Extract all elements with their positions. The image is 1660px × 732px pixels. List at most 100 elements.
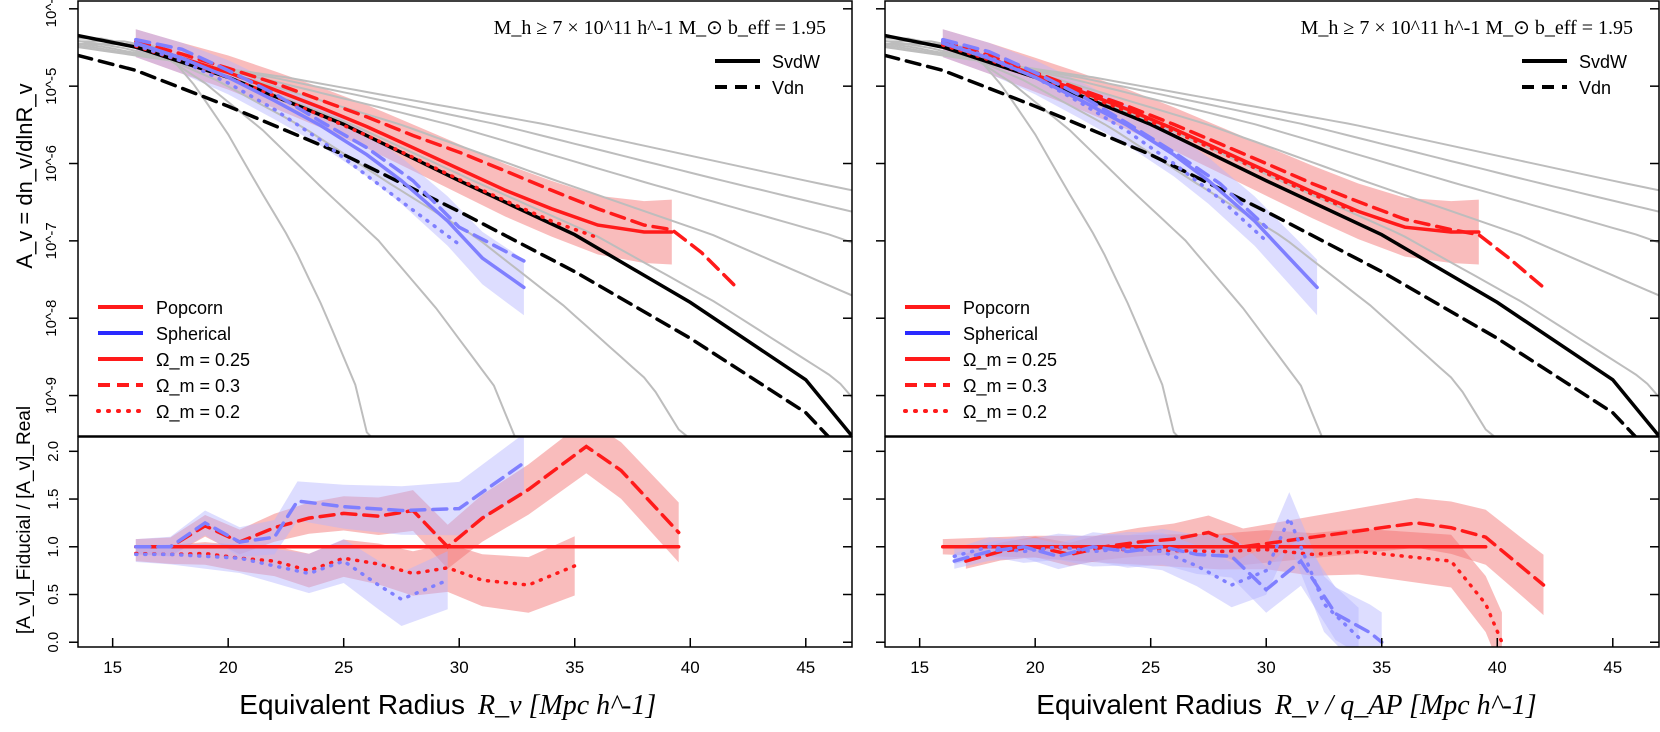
legend-theory-real: SvdW Vdn	[715, 52, 820, 98]
ratio-line	[952, 513, 1361, 640]
x-axis-label-real: Equivalent Radius R_v [Mpc h^-1]	[239, 689, 656, 721]
x-tick-label: 25	[1141, 658, 1160, 677]
ratio-band	[135, 536, 575, 613]
y-tick-label: 2.0	[45, 441, 62, 462]
y-axis-label-bottom: [A_v]_Fiducial / [A_v]_Real	[14, 406, 35, 634]
top-axes	[876, 0, 1660, 437]
ratio-band	[965, 498, 1544, 616]
top-axes: 10^-9 10^-8 10^-7 10^-6 10^-5 10^-4	[43, 0, 853, 437]
series-line	[134, 39, 739, 290]
series-line	[941, 39, 1546, 290]
plot-frame	[884, 0, 1660, 437]
bottom-plot-ap: 15 20 25 30 35 40 45	[876, 436, 1660, 677]
series-line	[134, 41, 674, 234]
data-series	[78, 33, 852, 436]
annotation-mass-bias: M_h ≥ 7 × 10^11 h^-1 M_⊙ b_eff = 1.95	[494, 17, 826, 39]
reference-curve	[78, 40, 516, 436]
series-line	[885, 33, 1659, 436]
panel-real: 10^-9 10^-8 10^-7 10^-6 10^-5 10^-4 M_h ≥ 7 ×…	[43, 0, 853, 721]
reference-curve	[885, 40, 1323, 436]
data-series	[885, 33, 1659, 436]
x-tick-label: 20	[1026, 658, 1045, 677]
x-tick-label: 15	[910, 658, 929, 677]
x-tick-label: 40	[681, 658, 700, 677]
legend-om02-label: Ω_m = 0.2	[156, 402, 240, 423]
legend-popcorn-label: Popcorn	[963, 298, 1030, 318]
y-tick-label: 10^-8	[43, 300, 60, 337]
ratio-line	[941, 545, 1504, 644]
x-tick-label: 45	[796, 658, 815, 677]
legend-vdn-label: Vdn	[1579, 78, 1611, 98]
ratio-band	[954, 528, 1382, 647]
y-tick-label: 1.0	[45, 536, 62, 557]
legend-om03-label: Ω_m = 0.3	[963, 376, 1047, 397]
y-tick-label: 10^-4	[43, 0, 60, 27]
x-axis-label-text: Equivalent Radius	[239, 689, 465, 720]
ratio-series	[134, 444, 681, 602]
y-tick-label: 10^-7	[43, 222, 60, 259]
y-axis-label-top: A_v = dn_v/dlnR_v	[12, 83, 37, 268]
series-line	[941, 37, 1268, 229]
series-line	[885, 53, 1638, 436]
legend-spherical-label: Spherical	[156, 324, 231, 344]
series-line	[134, 41, 526, 290]
reference-curve	[885, 43, 1179, 436]
x-tick-label: 20	[219, 658, 238, 677]
legend-svdw-label: SvdW	[772, 52, 820, 72]
x-axis-label-ap: Equivalent Radius R_v / q_AP [Mpc h^-1]	[1036, 689, 1536, 721]
ratio-band	[135, 539, 448, 626]
annotation-mass-bias: M_h ≥ 7 × 10^11 h^-1 M_⊙ b_eff = 1.95	[1301, 17, 1633, 39]
reference-curve	[885, 37, 1496, 436]
y-tick-label: 0.0	[45, 632, 62, 653]
bottom-plot-real: 0.0 0.5 1.0 1.5 2.0 15 20 25 30 35 40 45	[45, 436, 853, 677]
ratio-line	[952, 545, 1384, 644]
series-line	[78, 53, 831, 436]
plot-frame	[77, 0, 853, 437]
reference-curve	[78, 43, 372, 436]
x-tick-label: 45	[1603, 658, 1622, 677]
legend-om025-label: Ω_m = 0.25	[156, 350, 250, 371]
y-tick-label: 10^-5	[43, 68, 60, 105]
series-line	[941, 41, 1481, 234]
ratio-band	[942, 528, 1502, 647]
legend-models-ap: Popcorn Spherical Ω_m = 0.25 Ω_m = 0.3 Ω…	[903, 298, 1057, 423]
plot-frame	[884, 436, 1660, 648]
panel-ap: M_h ≥ 7 × 10^11 h^-1 M_⊙ b_eff = 1.95 15…	[876, 0, 1660, 721]
legend-models-real: Popcorn Spherical Ω_m = 0.25 Ω_m = 0.3 Ω…	[96, 298, 250, 423]
series-line	[941, 40, 1268, 243]
uncertainty-band	[135, 29, 524, 316]
series-line	[134, 43, 461, 247]
bottom-axes: 15 20 25 30 35 40 45	[876, 436, 1660, 677]
legend-theory-ap: SvdW Vdn	[1522, 52, 1627, 98]
legend-popcorn-label: Popcorn	[156, 298, 223, 318]
ratio-line	[134, 461, 526, 549]
x-tick-label: 15	[103, 658, 122, 677]
legend-om02-label: Ω_m = 0.2	[963, 402, 1047, 423]
legend-om025-label: Ω_m = 0.25	[963, 350, 1057, 371]
x-tick-label: 30	[450, 658, 469, 677]
ratio-bands	[942, 492, 1544, 647]
y-tick-label: 10^-9	[43, 377, 60, 414]
x-axis-label-math: R_v / q_AP [Mpc h^-1]	[1274, 690, 1537, 721]
x-tick-label: 35	[1372, 658, 1391, 677]
legend-om03-label: Ω_m = 0.3	[156, 376, 240, 397]
x-tick-label: 35	[565, 658, 584, 677]
x-tick-label: 25	[334, 658, 353, 677]
legend-svdw-label: SvdW	[1579, 52, 1627, 72]
bottom-axes: 0.0 0.5 1.0 1.5 2.0 15 20 25 30 35 40 45	[45, 436, 853, 677]
ratio-series	[941, 513, 1546, 644]
plot-frame	[77, 436, 853, 648]
legend-vdn-label: Vdn	[772, 78, 804, 98]
y-tick-label: 0.5	[45, 584, 62, 605]
y-tick-label: 10^-6	[43, 145, 60, 182]
x-axis-label-math: R_v [Mpc h^-1]	[477, 690, 656, 721]
ratio-band	[135, 437, 679, 569]
top-plot-real: 10^-9 10^-8 10^-7 10^-6 10^-5 10^-4 M_h ≥ 7 ×…	[43, 0, 853, 437]
x-axis-label-text: Equivalent Radius	[1036, 689, 1262, 720]
legend-spherical-label: Spherical	[963, 324, 1038, 344]
y-tick-label: 1.5	[45, 489, 62, 510]
top-plot-ap: M_h ≥ 7 × 10^11 h^-1 M_⊙ b_eff = 1.95	[876, 0, 1660, 437]
series-line	[134, 37, 526, 263]
x-tick-label: 40	[1488, 658, 1507, 677]
